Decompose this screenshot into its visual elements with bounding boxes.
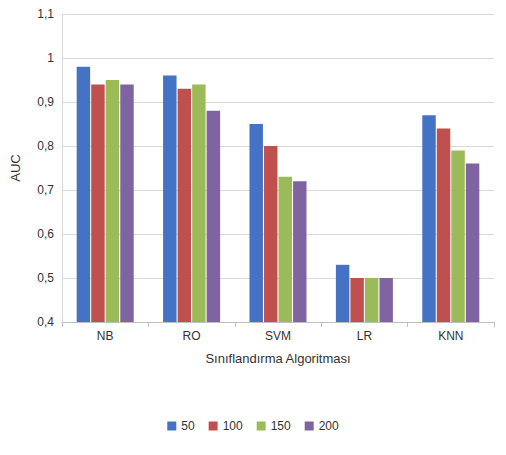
svg-text:NB: NB: [97, 329, 114, 343]
svg-text:LR: LR: [357, 329, 373, 343]
svg-text:1: 1: [47, 51, 54, 65]
svg-text:100: 100: [223, 419, 243, 433]
svg-text:0,8: 0,8: [37, 139, 54, 153]
svg-text:SVM: SVM: [265, 329, 291, 343]
svg-text:0,5: 0,5: [37, 271, 54, 285]
svg-text:0,6: 0,6: [37, 227, 54, 241]
svg-text:RO: RO: [183, 329, 201, 343]
svg-text:0,9: 0,9: [37, 95, 54, 109]
svg-text:150: 150: [271, 419, 291, 433]
svg-text:200: 200: [319, 419, 339, 433]
svg-text:KNN: KNN: [438, 329, 463, 343]
svg-text:AUC: AUC: [8, 154, 23, 181]
svg-text:0,7: 0,7: [37, 183, 54, 197]
svg-text:Sınıflandırma Algoritması: Sınıflandırma Algoritması: [205, 351, 350, 366]
svg-text:0,4: 0,4: [37, 315, 54, 329]
svg-text:50: 50: [181, 419, 195, 433]
svg-text:1,1: 1,1: [37, 7, 54, 21]
